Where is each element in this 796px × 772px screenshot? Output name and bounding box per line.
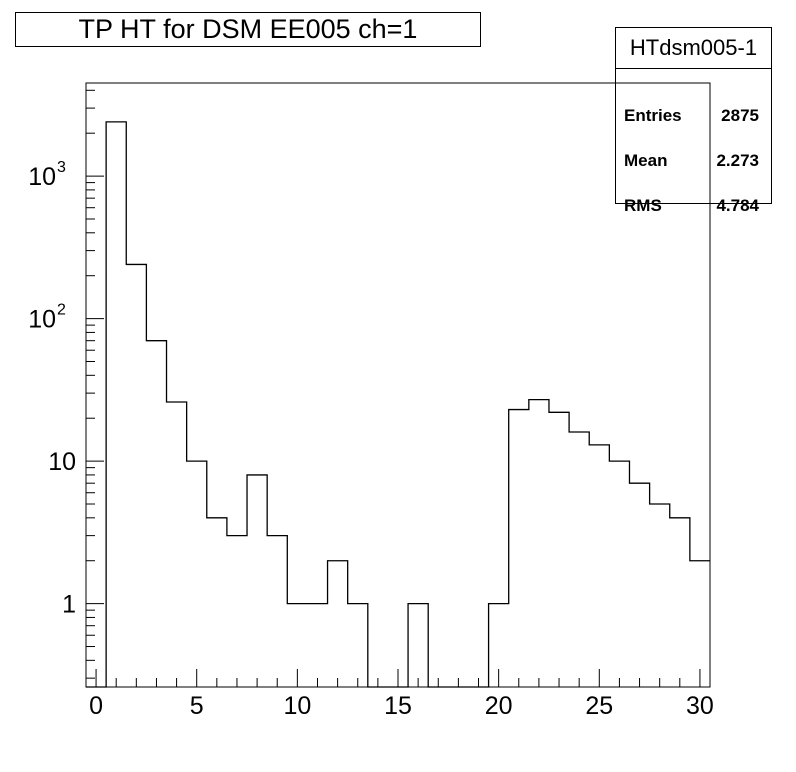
stats-label-mean: Mean xyxy=(624,151,668,170)
histogram-bin xyxy=(589,445,609,687)
histogram-outline xyxy=(86,121,710,688)
histogram-bin xyxy=(247,475,267,687)
histogram-bin xyxy=(187,461,207,687)
x-tick-label: 25 xyxy=(585,692,613,720)
x-tick-label: 0 xyxy=(89,692,103,720)
chart-title: TP HT for DSM EE005 ch=1 xyxy=(15,12,481,47)
histogram-bin xyxy=(167,402,187,687)
x-tick-label: 15 xyxy=(384,692,412,720)
histogram-bin xyxy=(408,604,428,687)
y-tick-label: 10 3 xyxy=(28,159,66,191)
stats-label-entries: Entries xyxy=(624,106,682,125)
stats-box: HTdsm005-1 Entries 2875 Mean 2.273 RMS 4… xyxy=(615,27,772,215)
stats-histogram-name: HTdsm005-1 xyxy=(616,28,771,69)
histogram-bin xyxy=(529,400,549,687)
stats-row-rms: RMS 4.784 xyxy=(624,196,759,216)
histogram-bin xyxy=(207,518,227,687)
histogram-bin xyxy=(267,536,287,687)
histogram-bin xyxy=(670,518,690,687)
histogram-bin xyxy=(146,341,166,687)
histogram-bin xyxy=(287,604,307,687)
histogram-bin xyxy=(328,561,348,687)
histogram-bin xyxy=(650,504,670,687)
histogram-bin xyxy=(307,604,327,687)
stats-value-rms: 4.784 xyxy=(716,196,759,215)
histogram-bin xyxy=(690,561,710,687)
histogram-bin xyxy=(569,432,589,687)
stats-row-entries: Entries 2875 xyxy=(624,106,759,126)
x-tick-label: 20 xyxy=(485,692,513,720)
histogram-bin xyxy=(609,461,629,687)
histogram-bin xyxy=(629,483,649,687)
stats-value-entries: 2875 xyxy=(721,106,759,125)
histogram-bins xyxy=(106,122,710,687)
histogram-bin xyxy=(106,122,126,687)
stats-label-rms: RMS xyxy=(624,196,662,215)
histogram-bin xyxy=(549,412,569,687)
y-tick-label-exponent: 2 xyxy=(57,302,66,319)
histogram-bin xyxy=(227,536,247,687)
stats-row-mean: Mean 2.273 xyxy=(624,151,759,171)
y-tick-label-base: 10 xyxy=(28,163,56,191)
histogram-bin xyxy=(126,264,146,687)
x-tick-label: 5 xyxy=(190,692,204,720)
histogram-bin xyxy=(489,604,509,687)
y-tick-label: 10 2 xyxy=(28,302,66,334)
stats-value-mean: 2.273 xyxy=(716,151,759,170)
histogram-bin xyxy=(509,410,529,687)
y-tick-label-exponent: 3 xyxy=(57,159,66,176)
x-tick-label: 10 xyxy=(283,692,311,720)
x-axis: 0 5 10 15 20 25 30 xyxy=(89,669,714,720)
histogram-bin xyxy=(348,604,368,687)
y-tick-label-base: 10 xyxy=(28,306,56,334)
x-tick-label: 30 xyxy=(686,692,714,720)
y-tick-label: 10 xyxy=(48,448,76,476)
y-tick-label: 1 xyxy=(62,591,76,619)
